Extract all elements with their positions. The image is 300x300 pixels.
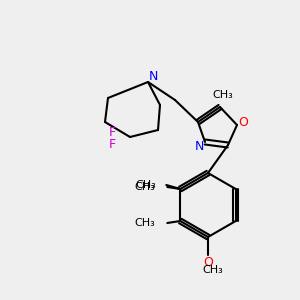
Text: CH₃: CH₃ xyxy=(136,180,156,190)
Text: F: F xyxy=(108,139,116,152)
Text: CH₃: CH₃ xyxy=(202,265,224,275)
Text: O: O xyxy=(203,256,213,268)
Text: O: O xyxy=(238,116,248,130)
Text: CH₃: CH₃ xyxy=(134,218,155,228)
Text: F: F xyxy=(108,125,116,139)
Text: CH₃: CH₃ xyxy=(134,182,155,192)
Text: N: N xyxy=(194,140,204,152)
Text: N: N xyxy=(148,70,158,83)
Text: CH₃: CH₃ xyxy=(213,90,233,100)
